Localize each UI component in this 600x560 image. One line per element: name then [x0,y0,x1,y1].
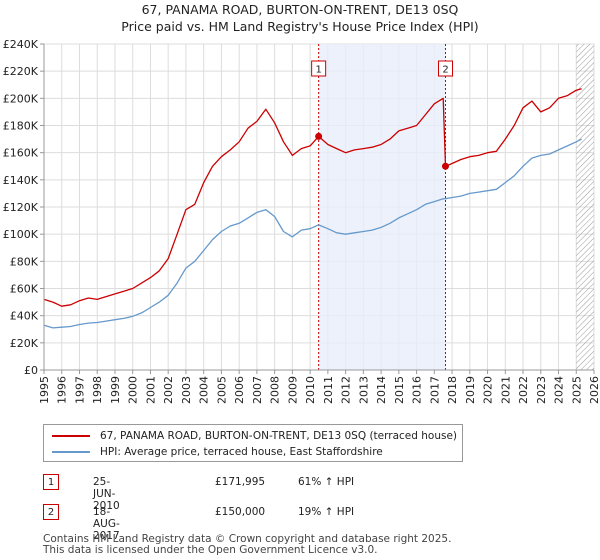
y-tick-label: £0 [24,364,38,377]
x-tick-label: 2010 [304,376,317,404]
sale-point [315,132,323,140]
x-tick-label: 1998 [91,376,104,404]
x-tick-label: 2015 [393,376,406,404]
x-tick-label: 2005 [215,376,228,404]
x-tick-label: 2025 [570,376,583,404]
y-tick-label: £20K [10,337,39,350]
x-tick-label: 1999 [109,376,122,404]
sale-label-box [438,60,453,77]
sale-hpi-change: 61% ↑ HPI [298,476,355,488]
sale-label: 1 [315,65,321,76]
sale-price: £150,000 [215,506,266,518]
x-tick-label: 2007 [251,376,264,404]
hpi-line [43,138,582,329]
y-tick-label: £40K [10,310,39,323]
x-tick-label: 2026 [588,376,600,404]
x-tick-label: 1995 [38,376,51,404]
y-tick-label: £60K [10,283,39,296]
x-tick-label: 2001 [144,376,157,404]
x-tick-label: 2008 [269,376,282,404]
x-tick-label: 2020 [482,376,495,404]
x-tick-label: 2023 [535,376,548,404]
footer-licence: This data is licensed under the Open Gov… [43,544,378,556]
x-tick-label: 1996 [56,376,69,404]
sale-price: £171,995 [215,476,266,488]
x-tick-label: 2021 [499,376,512,404]
chart-subtitle: Price paid vs. HM Land Registry's House … [121,19,479,34]
legend: 67, PANAMA ROAD, BURTON-ON-TRENT, DE13 0… [43,424,463,462]
x-tick-label: 2017 [428,376,441,404]
sale-point [442,162,449,170]
y-tick-label: £100K [3,228,39,241]
shaded-period [318,44,446,370]
y-tick-label: £80K [10,255,39,268]
x-tick-label: 2013 [357,376,370,404]
legend-label-property: 67, PANAMA ROAD, BURTON-ON-TRENT, DE13 0… [100,430,457,442]
y-tick-label: £140K [3,174,39,187]
y-tick-label: £160K [3,147,39,160]
price-chart: 1 2 £0 £20K £40K £60K £80K £100K £120K £140K £160… [3,38,600,404]
x-tick-label: 2018 [446,376,459,404]
forecast-hatch [576,44,594,370]
x-tick-label: 2011 [322,376,335,404]
x-tick-label: 2006 [233,376,246,404]
property-price-line [43,88,582,307]
x-tick-label: 2009 [286,376,299,404]
sale-date: 25-JUN-2010 [93,476,120,512]
y-tick-label: £180K [3,120,39,133]
sale-label-box [311,60,327,77]
x-tick-label: 2002 [162,376,175,404]
x-tick-label: 2022 [517,376,530,404]
sale-label: 2 [442,65,448,76]
x-tick-label: 2016 [411,376,424,404]
x-tick-label: 2004 [198,376,211,404]
y-tick-label: £240K [3,38,39,51]
legend-item-hpi: HPI: Average price, terraced house, East… [52,444,383,460]
sale-marker-badge: 1 [43,474,59,490]
x-tick-label: 2003 [180,376,193,404]
sale-date: 18-AUG-2017 [93,506,120,542]
y-tick-label: £200K [3,92,39,105]
x-tick-label: 2019 [464,376,477,404]
sale-hpi-change: 19% ↑ HPI [298,506,355,518]
x-tick-label: 2000 [127,376,140,404]
x-tick-label: 2014 [375,376,388,404]
legend-swatch-hpi [52,451,90,453]
x-tick-label: 2012 [340,376,353,404]
legend-item-property: 67, PANAMA ROAD, BURTON-ON-TRENT, DE13 0… [52,428,457,444]
x-tick-label: 2024 [553,376,566,404]
x-tick-label: 1997 [73,376,86,404]
legend-label-hpi: HPI: Average price, terraced house, East… [100,446,383,458]
y-tick-label: £120K [3,201,39,214]
chart-title: 67, PANAMA ROAD, BURTON-ON-TRENT, DE13 0… [141,2,459,17]
footer-copyright: Contains HM Land Registry data © Crown c… [43,533,452,545]
sale-marker-badge: 2 [43,504,59,520]
y-tick-label: £220K [3,65,39,78]
legend-swatch-property [52,435,90,437]
